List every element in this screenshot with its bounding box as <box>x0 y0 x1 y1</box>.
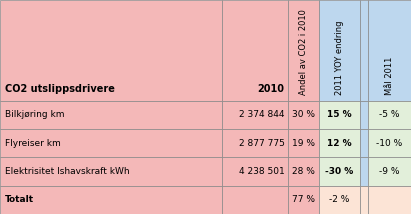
Text: -10 %: -10 % <box>376 139 402 148</box>
Text: -5 %: -5 % <box>379 110 399 119</box>
Text: 77 %: 77 % <box>292 195 314 204</box>
Text: -2 %: -2 % <box>329 195 349 204</box>
Bar <box>360 186 368 214</box>
Bar <box>319 101 360 129</box>
Text: CO2 utslippsdrivere: CO2 utslippsdrivere <box>5 84 115 94</box>
Bar <box>368 129 411 157</box>
Text: Flyreiser km: Flyreiser km <box>5 139 61 148</box>
Bar <box>288 0 319 101</box>
Text: 2011 YOY endring: 2011 YOY endring <box>335 21 344 95</box>
Bar <box>0 0 222 101</box>
Bar <box>0 101 222 129</box>
Bar <box>319 129 360 157</box>
Text: Bilkjøring km: Bilkjøring km <box>5 110 65 119</box>
Bar <box>360 0 368 101</box>
Bar <box>368 157 411 186</box>
Bar <box>360 157 368 186</box>
Text: -9 %: -9 % <box>379 167 399 176</box>
Bar <box>368 186 411 214</box>
Bar <box>368 0 411 101</box>
Bar <box>0 129 222 157</box>
Bar <box>360 101 368 129</box>
Text: 15 %: 15 % <box>327 110 351 119</box>
Text: 30 %: 30 % <box>292 110 314 119</box>
Bar <box>222 129 288 157</box>
Text: Totalt: Totalt <box>5 195 34 204</box>
Bar <box>288 101 319 129</box>
Bar <box>360 129 368 157</box>
Text: 2010: 2010 <box>257 84 284 94</box>
Bar <box>0 157 222 186</box>
Text: 2 374 844: 2 374 844 <box>239 110 284 119</box>
Text: -30 %: -30 % <box>325 167 353 176</box>
Text: 4 238 501: 4 238 501 <box>239 167 284 176</box>
Text: 12 %: 12 % <box>327 139 351 148</box>
Bar <box>368 101 411 129</box>
Bar <box>288 186 319 214</box>
Text: 2 877 775: 2 877 775 <box>238 139 284 148</box>
Text: 28 %: 28 % <box>292 167 314 176</box>
Text: Mål 2011: Mål 2011 <box>385 57 394 95</box>
Bar <box>319 157 360 186</box>
Bar <box>0 186 222 214</box>
Bar <box>319 0 360 101</box>
Bar <box>222 186 288 214</box>
Bar <box>319 186 360 214</box>
Bar <box>288 129 319 157</box>
Text: 19 %: 19 % <box>292 139 314 148</box>
Bar <box>288 157 319 186</box>
Text: Andel av CO2 i 2010: Andel av CO2 i 2010 <box>299 9 307 95</box>
Bar <box>222 101 288 129</box>
Bar <box>222 0 288 101</box>
Text: Elektrisitet Ishavskraft kWh: Elektrisitet Ishavskraft kWh <box>5 167 129 176</box>
Bar <box>222 157 288 186</box>
